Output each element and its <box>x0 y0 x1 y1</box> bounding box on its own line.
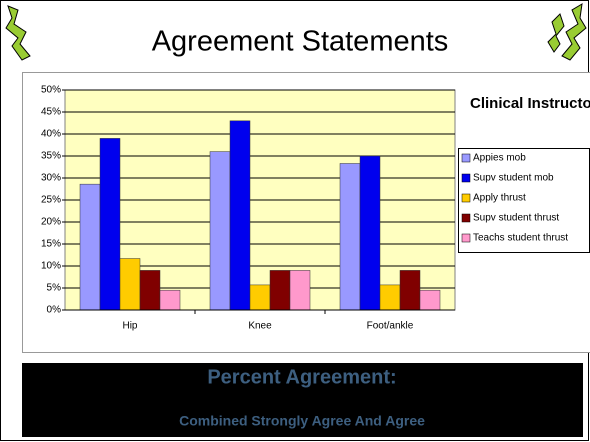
decoration-right-small <box>547 13 565 53</box>
y-tick-label: 40% <box>41 129 61 140</box>
legend-title: Clinical Instructor <box>470 95 590 112</box>
bar <box>339 163 361 311</box>
bar <box>249 284 271 311</box>
y-tick-label: 0% <box>47 305 62 316</box>
bar <box>269 270 291 311</box>
legend-swatch <box>461 153 471 163</box>
chart-title: Agreement Statements <box>152 26 449 58</box>
bar <box>99 138 121 311</box>
y-tick-label: 50% <box>41 85 61 96</box>
x-tick-label: Foot/ankle <box>367 321 414 332</box>
legend-swatch <box>461 213 471 223</box>
bar <box>229 120 251 311</box>
x-tick-label: Knee <box>248 321 272 332</box>
legend-title-text: Clinical Instructor <box>470 95 590 112</box>
bar <box>399 270 421 311</box>
caption-subtitle: Combined Strongly Agree And Agree <box>179 413 425 429</box>
legend-label: Apply thrust <box>473 193 526 204</box>
bar <box>209 151 231 311</box>
y-tick-label: 5% <box>47 283 62 294</box>
bar <box>359 155 381 311</box>
bar <box>119 258 141 311</box>
y-tick-label: 30% <box>41 173 61 184</box>
y-tick-label: 25% <box>41 195 61 206</box>
bar <box>289 270 311 311</box>
legend-label: Appies mob <box>473 153 526 164</box>
bar <box>379 284 401 311</box>
bar <box>139 270 161 311</box>
legend-label: Supv student mob <box>473 173 554 184</box>
y-tick-label: 10% <box>41 261 61 272</box>
legend-label: Supv student thrust <box>473 213 559 224</box>
decoration-left <box>5 5 31 61</box>
y-tick-label: 35% <box>41 151 61 162</box>
x-tick-label: Hip <box>122 321 137 332</box>
bar <box>79 183 101 311</box>
y-tick-label: 15% <box>41 239 61 250</box>
bar <box>159 289 181 311</box>
legend-label: Teachs student thrust <box>473 233 568 244</box>
caption-box <box>22 363 583 437</box>
legend-swatch <box>461 173 471 183</box>
y-tick-label: 20% <box>41 217 61 228</box>
bar <box>419 289 441 311</box>
y-tick-label: 45% <box>41 107 61 118</box>
legend-swatch <box>461 233 471 243</box>
legend-swatch <box>461 193 471 203</box>
caption-title: Percent Agreement: <box>207 366 396 388</box>
legend-box <box>458 148 590 253</box>
decoration-right <box>561 3 587 61</box>
